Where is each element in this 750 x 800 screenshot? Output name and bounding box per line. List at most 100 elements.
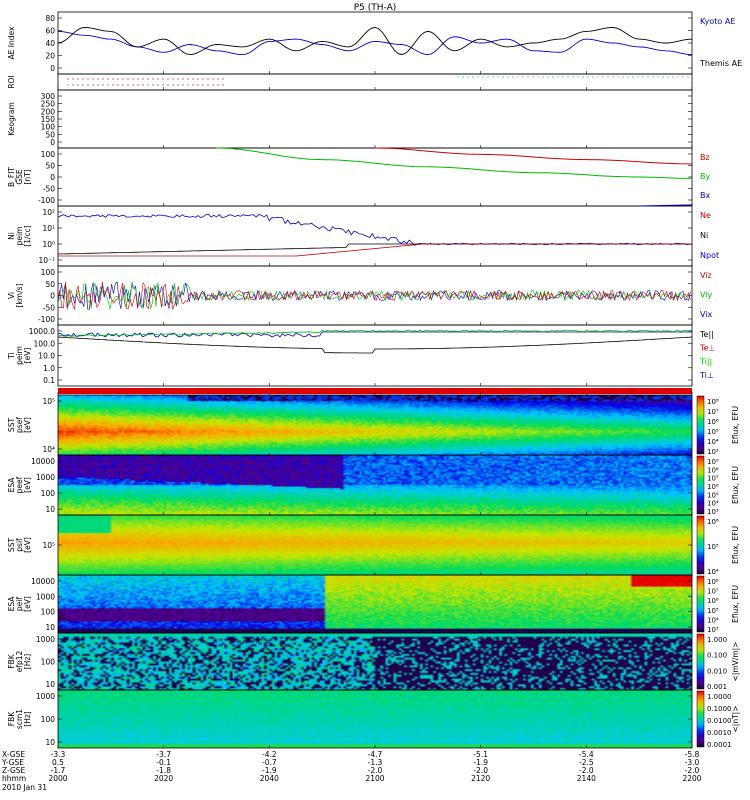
bfit-ylabel: GSE: [15, 169, 24, 185]
fbk1-colorbar-tick: 0.100: [707, 652, 727, 660]
sst_e-colorbar-tick: 10⁷: [707, 408, 719, 416]
fbk1-ylabel: efp12: [15, 650, 24, 672]
footer-tick-y: -1.9: [473, 758, 488, 767]
footer-tick-x: -4.7: [368, 750, 383, 759]
fbk1-ytick-label: 10: [45, 680, 55, 689]
ti-ylabel: [eV]: [23, 348, 32, 364]
footer-tick-x: -3.7: [156, 750, 171, 759]
footer-tick-t: 2020: [154, 774, 173, 783]
ni-legend-ne: Ne: [700, 211, 711, 220]
fbk1-colorbar-tick: 0.001: [707, 683, 727, 691]
sst_e-colorbar-tick: 10⁴: [707, 438, 719, 446]
footer-tick-y: -0.7: [262, 758, 277, 767]
ti-perp-line: [57, 331, 692, 338]
footer-tick-y: -0.1: [156, 758, 171, 767]
esa_e-colorbar-tick: 10⁸: [707, 466, 719, 474]
fbk2-colorbar-tick: 0.0010: [707, 729, 732, 737]
footer-tick-z: -1.9: [262, 766, 277, 775]
esa_i-ytick-label: 10000: [31, 577, 55, 586]
footer-row-label: hhmm: [2, 774, 26, 783]
keogram-ytick-label: 200: [41, 107, 56, 116]
esa_e-ytick-label: 100: [41, 489, 56, 498]
ti-legend-ti: Ti⊥: [699, 371, 714, 380]
bfit-panel-frame: [57, 147, 693, 207]
esa-ion-spectrogram: [58, 575, 692, 633]
kyoto-ae-line: [57, 30, 693, 56]
ni-line: [57, 243, 692, 255]
keogram-ytick-label: 150: [41, 115, 56, 124]
ni-ylabel: peim: [15, 227, 24, 246]
ae-ytick-label: 0: [50, 64, 55, 73]
ni-ylabel: [1/cc]: [23, 225, 32, 246]
ti-ytick-label: 100.0: [34, 339, 56, 348]
sst_e-colorbar: [696, 395, 705, 455]
footer-tick-z: -1.7: [51, 766, 66, 775]
ti-legend-ti: Ti||: [699, 357, 712, 366]
vi-legend-vix: Vix: [700, 310, 713, 319]
sst_i-ylabel: psif: [15, 538, 24, 552]
ae-ytick-label: 80: [45, 14, 55, 23]
bfit-ytick-label: 100: [41, 150, 56, 159]
footer-tick-z: -2.0: [473, 766, 488, 775]
ti-legend-te: Te||: [699, 330, 714, 339]
fbk2-ytick-label: 1000: [36, 692, 55, 701]
ti-ytick-label: 1.0: [43, 364, 55, 373]
esa_e-ylabel: [eV]: [23, 477, 32, 493]
sst_e-ytick-label: 10⁴: [42, 445, 55, 454]
fbk1-ylabel: [Hz]: [23, 654, 32, 670]
esa_e-colorbar-tick: 10³: [707, 508, 719, 516]
footer-tick-t: 2000: [48, 774, 67, 783]
esa_e-colorbar-label: Eflux, EFU: [731, 466, 740, 504]
fbk2-colorbar-tick: 0.0100: [707, 717, 732, 725]
esa_e-colorbar-tick: 10⁷: [707, 475, 719, 483]
esa_e-colorbar-tick: 10⁶: [707, 483, 719, 491]
footer-tick-t: 2040: [260, 774, 279, 783]
footer-tick-t: 2100: [365, 774, 384, 783]
keogram-ytick-label: 0: [50, 138, 55, 147]
keogram-ytick-label: 100: [41, 123, 56, 132]
esa_i-colorbar-tick: 10⁶: [707, 597, 719, 605]
footer-tick-x: -5.4: [579, 750, 594, 759]
esa_i-colorbar-tick: 10³: [707, 626, 719, 634]
footer-tick-y: -1.3: [368, 758, 383, 767]
bfit-ytick-label: 0: [50, 173, 55, 182]
sst_e-colorbar-label: Eflux, EFU: [731, 406, 740, 444]
keogram-ytick-label: 250: [41, 100, 56, 109]
fbk-efp12-spectrogram: [58, 633, 692, 690]
footer-tick-y: 0.5: [52, 758, 64, 767]
esa_i-colorbar-tick: 10⁵: [707, 607, 719, 615]
fbk1-ytick-label: 100: [41, 658, 56, 667]
ae-legend-themisae: Themis AE: [699, 59, 742, 68]
esa_e-ytick-label: 1000: [36, 473, 55, 482]
esa_i-ytick-label: 1000: [36, 592, 55, 601]
ni-ytick-label: 10⁰: [42, 240, 55, 249]
sst_e-colorbar-tick: 10³: [707, 448, 719, 456]
keogram-panel-frame: [57, 89, 693, 149]
sst_i-colorbar-tick: 10⁴: [707, 568, 719, 576]
fbk1-colorbar-tick: 0.010: [707, 667, 727, 675]
ti-legend-te: Te⊥: [699, 344, 715, 353]
fbk1-colorbar-tick: 1.000: [707, 636, 727, 644]
vi-ytick-label: 0: [50, 292, 55, 301]
footer-tick-x: -4.2: [262, 750, 277, 759]
esa_i-ylabel: [eV]: [23, 596, 32, 612]
ti-ytick-label: 0.1: [43, 376, 55, 385]
footer-tick-x: -3.3: [51, 750, 66, 759]
sst_i-colorbar-label: Eflux, EFU: [731, 526, 740, 564]
esa_i-ylabel: peif: [15, 597, 24, 611]
esa_e-ytick-label: 10: [45, 505, 55, 514]
fbk1-colorbar-label: <|mV/m|>: [731, 642, 740, 682]
sst-electron-spectrogram: [58, 395, 692, 455]
sst_i-ytick-label: 10⁵: [42, 541, 55, 550]
footer-tick-z: -2.0: [685, 766, 700, 775]
esa-electron-spectrogram: [58, 455, 692, 515]
themis-ae-line: [57, 27, 693, 56]
ti-ylabel: Ti: [7, 352, 16, 359]
npot-line: [57, 214, 693, 246]
ti-ytick-label: 1000.0: [29, 327, 55, 336]
fbk2-colorbar-tick: 0.0001: [707, 741, 732, 749]
footer-tick-t: 2140: [577, 774, 596, 783]
footer-tick-t: 2200: [682, 774, 701, 783]
esa_i-colorbar-tick: 10⁴: [707, 616, 719, 624]
